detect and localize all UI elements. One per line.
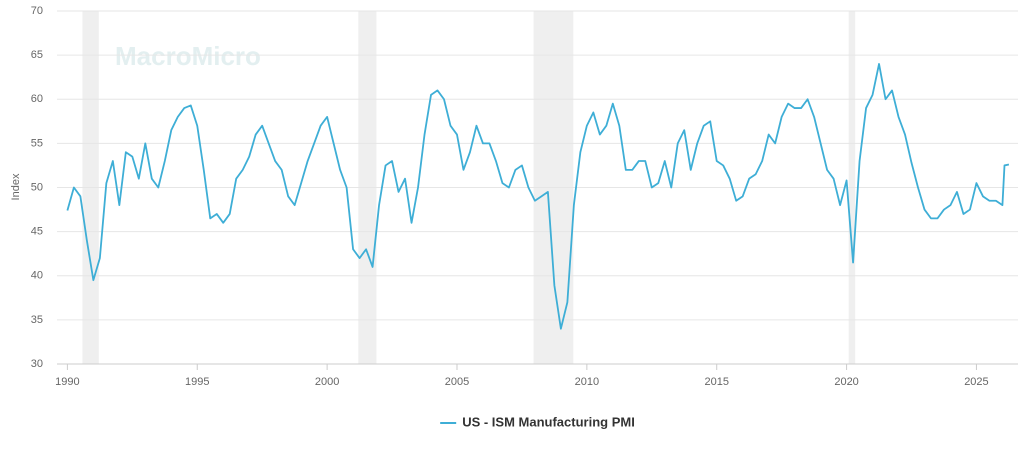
legend: US - ISM Manufacturing PMI <box>440 414 635 429</box>
series-line <box>66 63 1010 330</box>
x-tick-label: 2025 <box>964 376 988 388</box>
x-tick-label: 2020 <box>834 376 858 388</box>
y-tick-label: 30 <box>31 358 43 370</box>
y-tick-label: 70 <box>31 5 43 17</box>
y-axis-label: Index <box>10 173 22 200</box>
x-tick-label: 2015 <box>704 376 728 388</box>
watermark: MacroMicro <box>115 41 261 71</box>
x-tick-label: 2000 <box>315 376 339 388</box>
y-tick-label: 60 <box>31 93 43 105</box>
x-tick-label: 2010 <box>575 376 599 388</box>
x-tick-label: 2005 <box>445 376 469 388</box>
y-tick-label: 40 <box>31 270 43 282</box>
x-tick-label: 1995 <box>185 376 209 388</box>
y-tick-label: 35 <box>31 314 43 326</box>
y-tick-label: 65 <box>31 49 43 61</box>
y-tick-label: 50 <box>31 181 43 193</box>
x-tick-label: 1990 <box>55 376 79 388</box>
y-tick-label: 45 <box>31 226 43 238</box>
y-tick-label: 55 <box>31 137 43 149</box>
legend-text: US - ISM Manufacturing PMI <box>462 414 635 429</box>
